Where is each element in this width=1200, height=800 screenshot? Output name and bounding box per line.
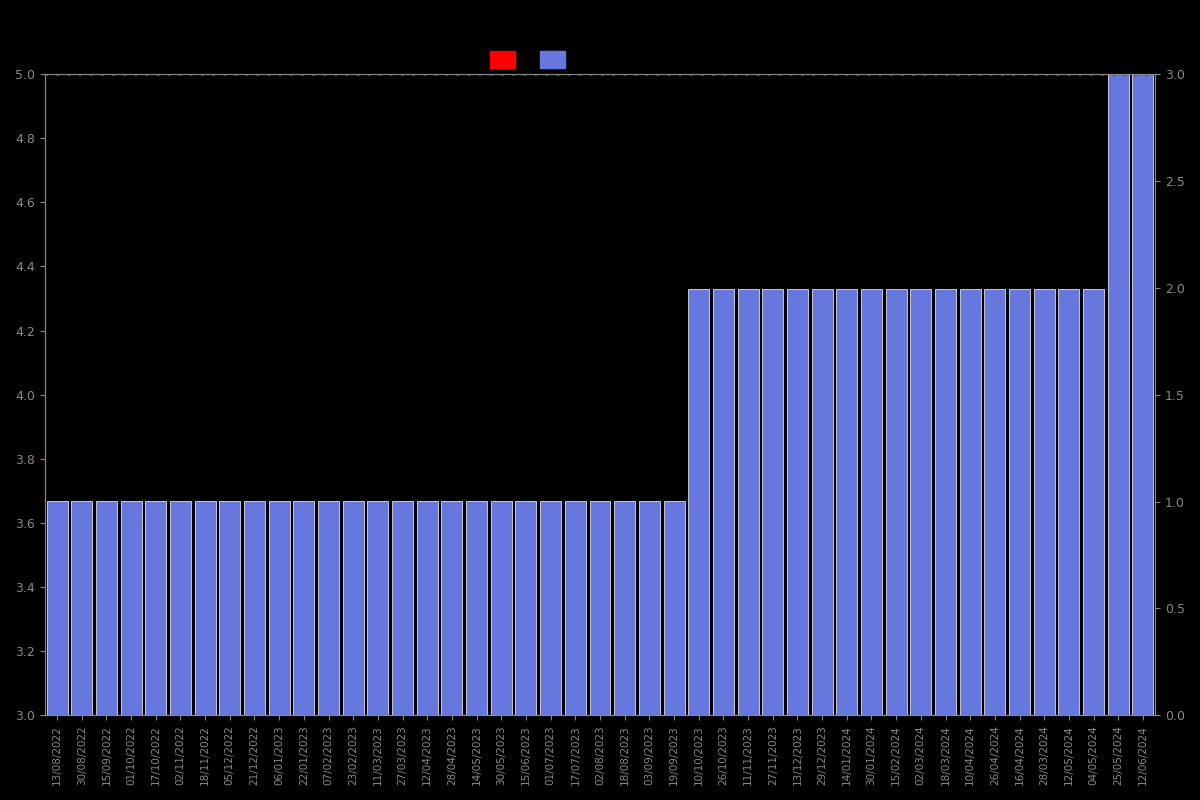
Bar xyxy=(516,501,536,715)
Bar xyxy=(293,501,314,715)
Bar xyxy=(121,501,142,715)
Bar xyxy=(886,289,907,715)
Bar xyxy=(244,501,265,715)
Bar xyxy=(269,501,289,715)
Bar xyxy=(220,501,240,715)
Bar xyxy=(911,289,931,715)
Bar xyxy=(762,289,784,715)
Bar xyxy=(565,501,586,715)
Bar xyxy=(713,289,734,715)
Bar xyxy=(96,501,116,715)
Bar xyxy=(589,501,611,715)
Bar xyxy=(367,501,389,715)
Bar xyxy=(1108,74,1129,715)
Bar xyxy=(1133,74,1153,715)
Bar xyxy=(614,501,635,715)
Bar xyxy=(664,501,684,715)
Bar xyxy=(638,501,660,715)
Bar xyxy=(960,289,980,715)
Bar xyxy=(689,289,709,715)
Bar xyxy=(194,501,216,715)
Bar xyxy=(416,501,438,715)
Bar xyxy=(935,289,956,715)
Bar xyxy=(1009,289,1030,715)
Bar xyxy=(836,289,857,715)
Bar xyxy=(71,501,92,715)
Bar xyxy=(466,501,487,715)
Legend: , : , xyxy=(485,46,582,74)
Bar xyxy=(860,289,882,715)
Bar xyxy=(491,501,511,715)
Bar xyxy=(787,289,808,715)
Bar xyxy=(392,501,413,715)
Bar xyxy=(738,289,758,715)
Bar xyxy=(47,501,67,715)
Bar xyxy=(540,501,562,715)
Bar xyxy=(1033,289,1055,715)
Bar xyxy=(1084,289,1104,715)
Bar xyxy=(442,501,462,715)
Bar xyxy=(1058,289,1079,715)
Bar xyxy=(145,501,167,715)
Bar xyxy=(811,289,833,715)
Bar xyxy=(318,501,340,715)
Bar xyxy=(984,289,1006,715)
Bar xyxy=(343,501,364,715)
Bar xyxy=(170,501,191,715)
